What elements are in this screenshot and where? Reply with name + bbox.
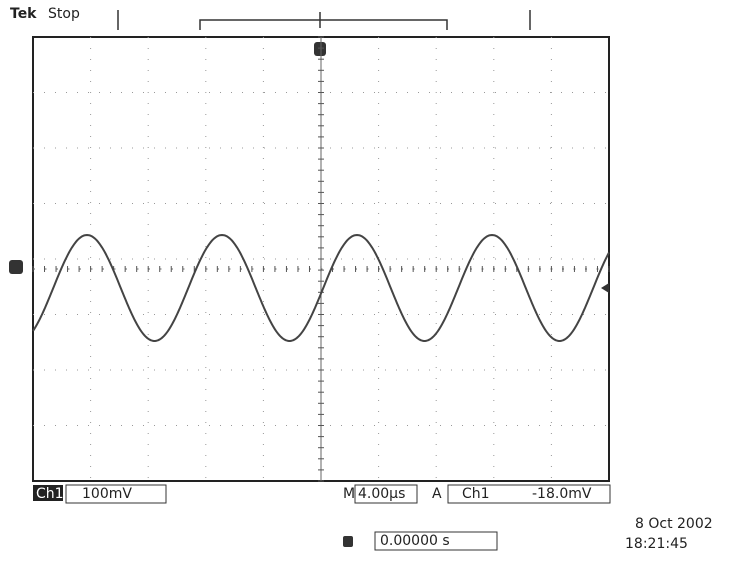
record-bar bbox=[118, 10, 530, 30]
position: 0.00000 s bbox=[380, 533, 450, 549]
channel-marker bbox=[9, 260, 23, 274]
timebase-prefix: M bbox=[343, 486, 355, 502]
trigger-prefix: A bbox=[432, 486, 442, 502]
trigger-source: Ch1 bbox=[462, 486, 490, 502]
scale: 100mV bbox=[82, 486, 132, 502]
brand: Tek bbox=[10, 6, 37, 22]
trigger-level-marker bbox=[601, 283, 609, 293]
time: 18:21:45 bbox=[625, 536, 688, 552]
trigger-position-marker bbox=[314, 42, 326, 56]
position-icon bbox=[343, 536, 353, 547]
channel: Ch1 bbox=[36, 486, 64, 502]
scope-screen: Tek Stop Ch1 100mV M 4.00µs A Ch1 -18.0m… bbox=[0, 0, 747, 583]
graticule bbox=[33, 37, 609, 481]
date: 8 Oct 2002 bbox=[635, 516, 713, 532]
status: Stop bbox=[48, 6, 80, 22]
timebase: 4.00µs bbox=[358, 486, 405, 502]
trigger-level: -18.0mV bbox=[532, 486, 592, 502]
